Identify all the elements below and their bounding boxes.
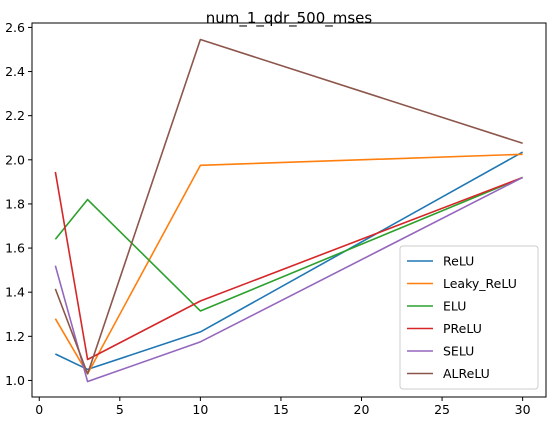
y-tick-label: 1.6 (5, 241, 25, 256)
x-tick-label: 5 (116, 402, 124, 417)
x-tick-label: 20 (354, 402, 370, 417)
y-tick-label: 2.2 (5, 108, 25, 123)
y-tick-label: 2.0 (5, 152, 25, 167)
y-tick-label: 1.2 (5, 329, 25, 344)
x-tick-label: 10 (192, 402, 208, 417)
legend-label-selu: SELU (443, 344, 474, 359)
legend-label-alrelu: ALReLU (443, 366, 490, 381)
y-tick-label: 2.6 (5, 20, 25, 35)
legend-label-prelu: PReLU (443, 321, 482, 336)
chart-title: num_1_qdr_500_mses (206, 9, 373, 28)
x-tick-label: 30 (515, 402, 531, 417)
y-tick-label: 1.0 (5, 373, 25, 388)
x-tick-label: 0 (35, 402, 43, 417)
y-tick-label: 1.4 (5, 285, 25, 300)
x-tick-label: 25 (434, 402, 450, 417)
x-tick-label: 15 (273, 402, 289, 417)
legend-label-elu: ELU (443, 299, 466, 314)
legend-label-leaky-relu: Leaky_ReLU (443, 276, 517, 291)
y-tick-label: 1.8 (5, 196, 25, 211)
y-tick-label: 2.4 (5, 64, 25, 79)
legend-label-relu: ReLU (443, 254, 474, 269)
